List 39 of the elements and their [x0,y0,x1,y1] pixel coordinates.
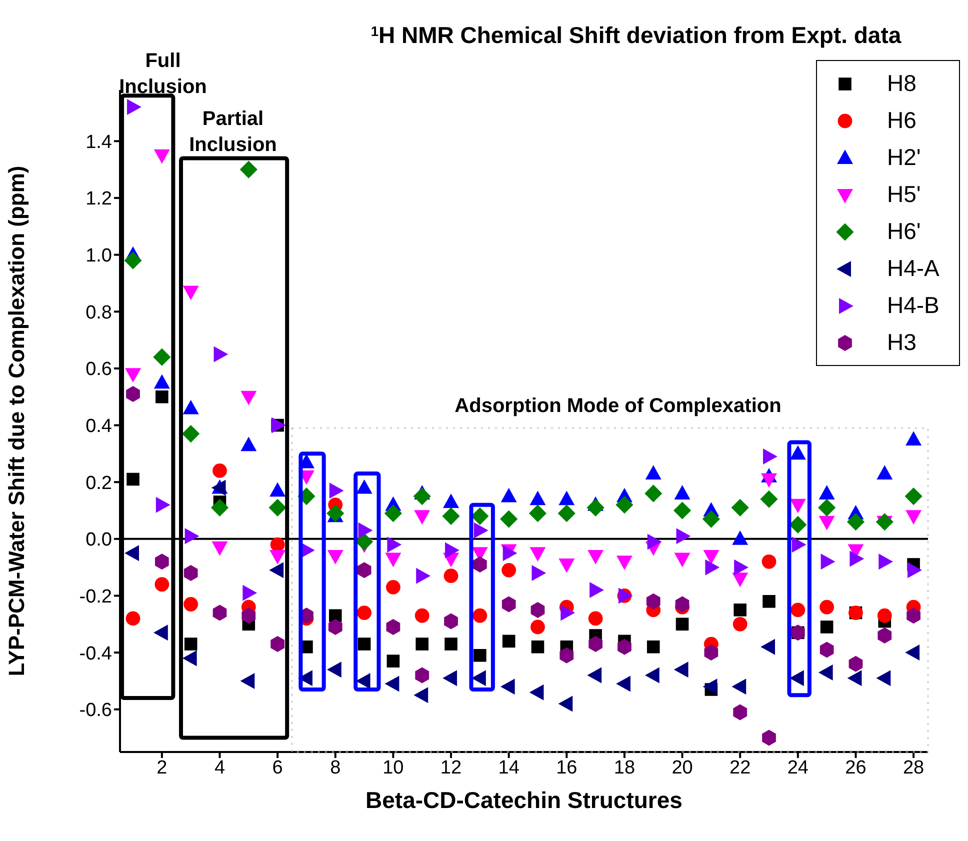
x-tick-label: 24 [787,757,809,778]
x-tick-label: 22 [730,757,751,778]
legend-label: H8 [887,70,916,97]
x-tick-label: 8 [330,757,341,778]
y-tick-label: 0.2 [86,472,112,494]
y-tick-label: -0.4 [79,643,112,664]
y-tick-label: 0.0 [86,530,112,551]
y-tick-label: 1.4 [86,132,112,153]
annotation: Adsorption Mode of Complexation [454,395,782,417]
y-tick-label: 1.0 [86,246,112,267]
legend-label: H2' [887,144,921,171]
legend-label: H4-A [887,255,940,282]
x-tick-label: 10 [382,757,404,778]
y-tick-label: 0.8 [86,302,112,324]
legend-label: H5' [887,181,921,208]
annotation: Partial Inclusion [189,108,277,156]
y-tick-label: 1.2 [86,188,112,210]
annotation: Full Inclusion [119,50,207,98]
x-tick-label: 20 [672,757,693,778]
y-tick-label: 0.6 [86,359,112,380]
x-tick-label: 18 [614,757,636,778]
y-tick-label: -0.6 [79,700,112,722]
legend-label: H3 [887,329,916,356]
legend-label: H4-B [887,292,940,319]
x-tick-label: 28 [902,757,924,778]
y-axis-title: LYP-PCM-Water Shift due to Complexation (ppm) [4,166,29,676]
x-tick-label: 14 [498,757,520,778]
x-tick-label: 6 [272,757,283,778]
y-tick-label: -0.2 [79,586,112,608]
x-tick-label: 4 [214,757,226,778]
legend-label: H6' [887,218,921,245]
chart-title: $^{1}$H NMR Chemical Shift deviation from Expt. data [370,22,902,48]
x-tick-label: 2 [156,757,168,778]
x-tick-label: 26 [845,757,866,778]
x-tick-label: 12 [440,757,462,778]
legend-label: H6 [887,107,916,134]
y-tick-label: 0.4 [86,416,112,438]
x-tick-label: 16 [556,757,578,778]
x-axis-title: Beta-CD-Catechin Structures [366,787,682,813]
